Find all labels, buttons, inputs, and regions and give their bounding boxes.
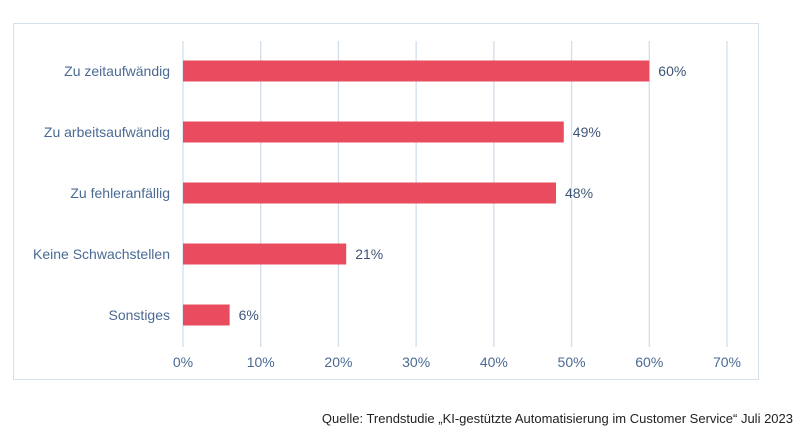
category-label: Zu arbeitsaufwändig — [44, 124, 170, 140]
category-label: Zu zeitaufwändig — [64, 63, 170, 79]
bar — [183, 182, 557, 204]
category-label: Keine Schwachstellen — [33, 246, 170, 262]
data-label: 21% — [355, 246, 383, 262]
data-label: 60% — [658, 63, 686, 79]
x-tick-label: 30% — [402, 354, 430, 370]
category-label: Sonstiges — [109, 307, 170, 323]
x-tick-label: 20% — [324, 354, 352, 370]
source-note: Quelle: Trendstudie „KI-gestützte Automa… — [321, 411, 793, 426]
category-label: Zu fehleranfällig — [70, 185, 170, 201]
x-tick-label: 70% — [713, 354, 741, 370]
data-label: 49% — [573, 124, 601, 140]
x-tick-label: 50% — [558, 354, 586, 370]
x-tick-label: 0% — [173, 354, 193, 370]
bar — [183, 243, 347, 265]
x-tick-label: 10% — [247, 354, 275, 370]
bar — [183, 304, 230, 326]
data-label: 48% — [565, 185, 593, 201]
x-tick-label: 40% — [480, 354, 508, 370]
data-label: 6% — [239, 307, 259, 323]
bar — [183, 60, 650, 82]
x-tick-label: 60% — [635, 354, 663, 370]
bar — [183, 121, 564, 143]
chart-frame — [13, 23, 759, 380]
